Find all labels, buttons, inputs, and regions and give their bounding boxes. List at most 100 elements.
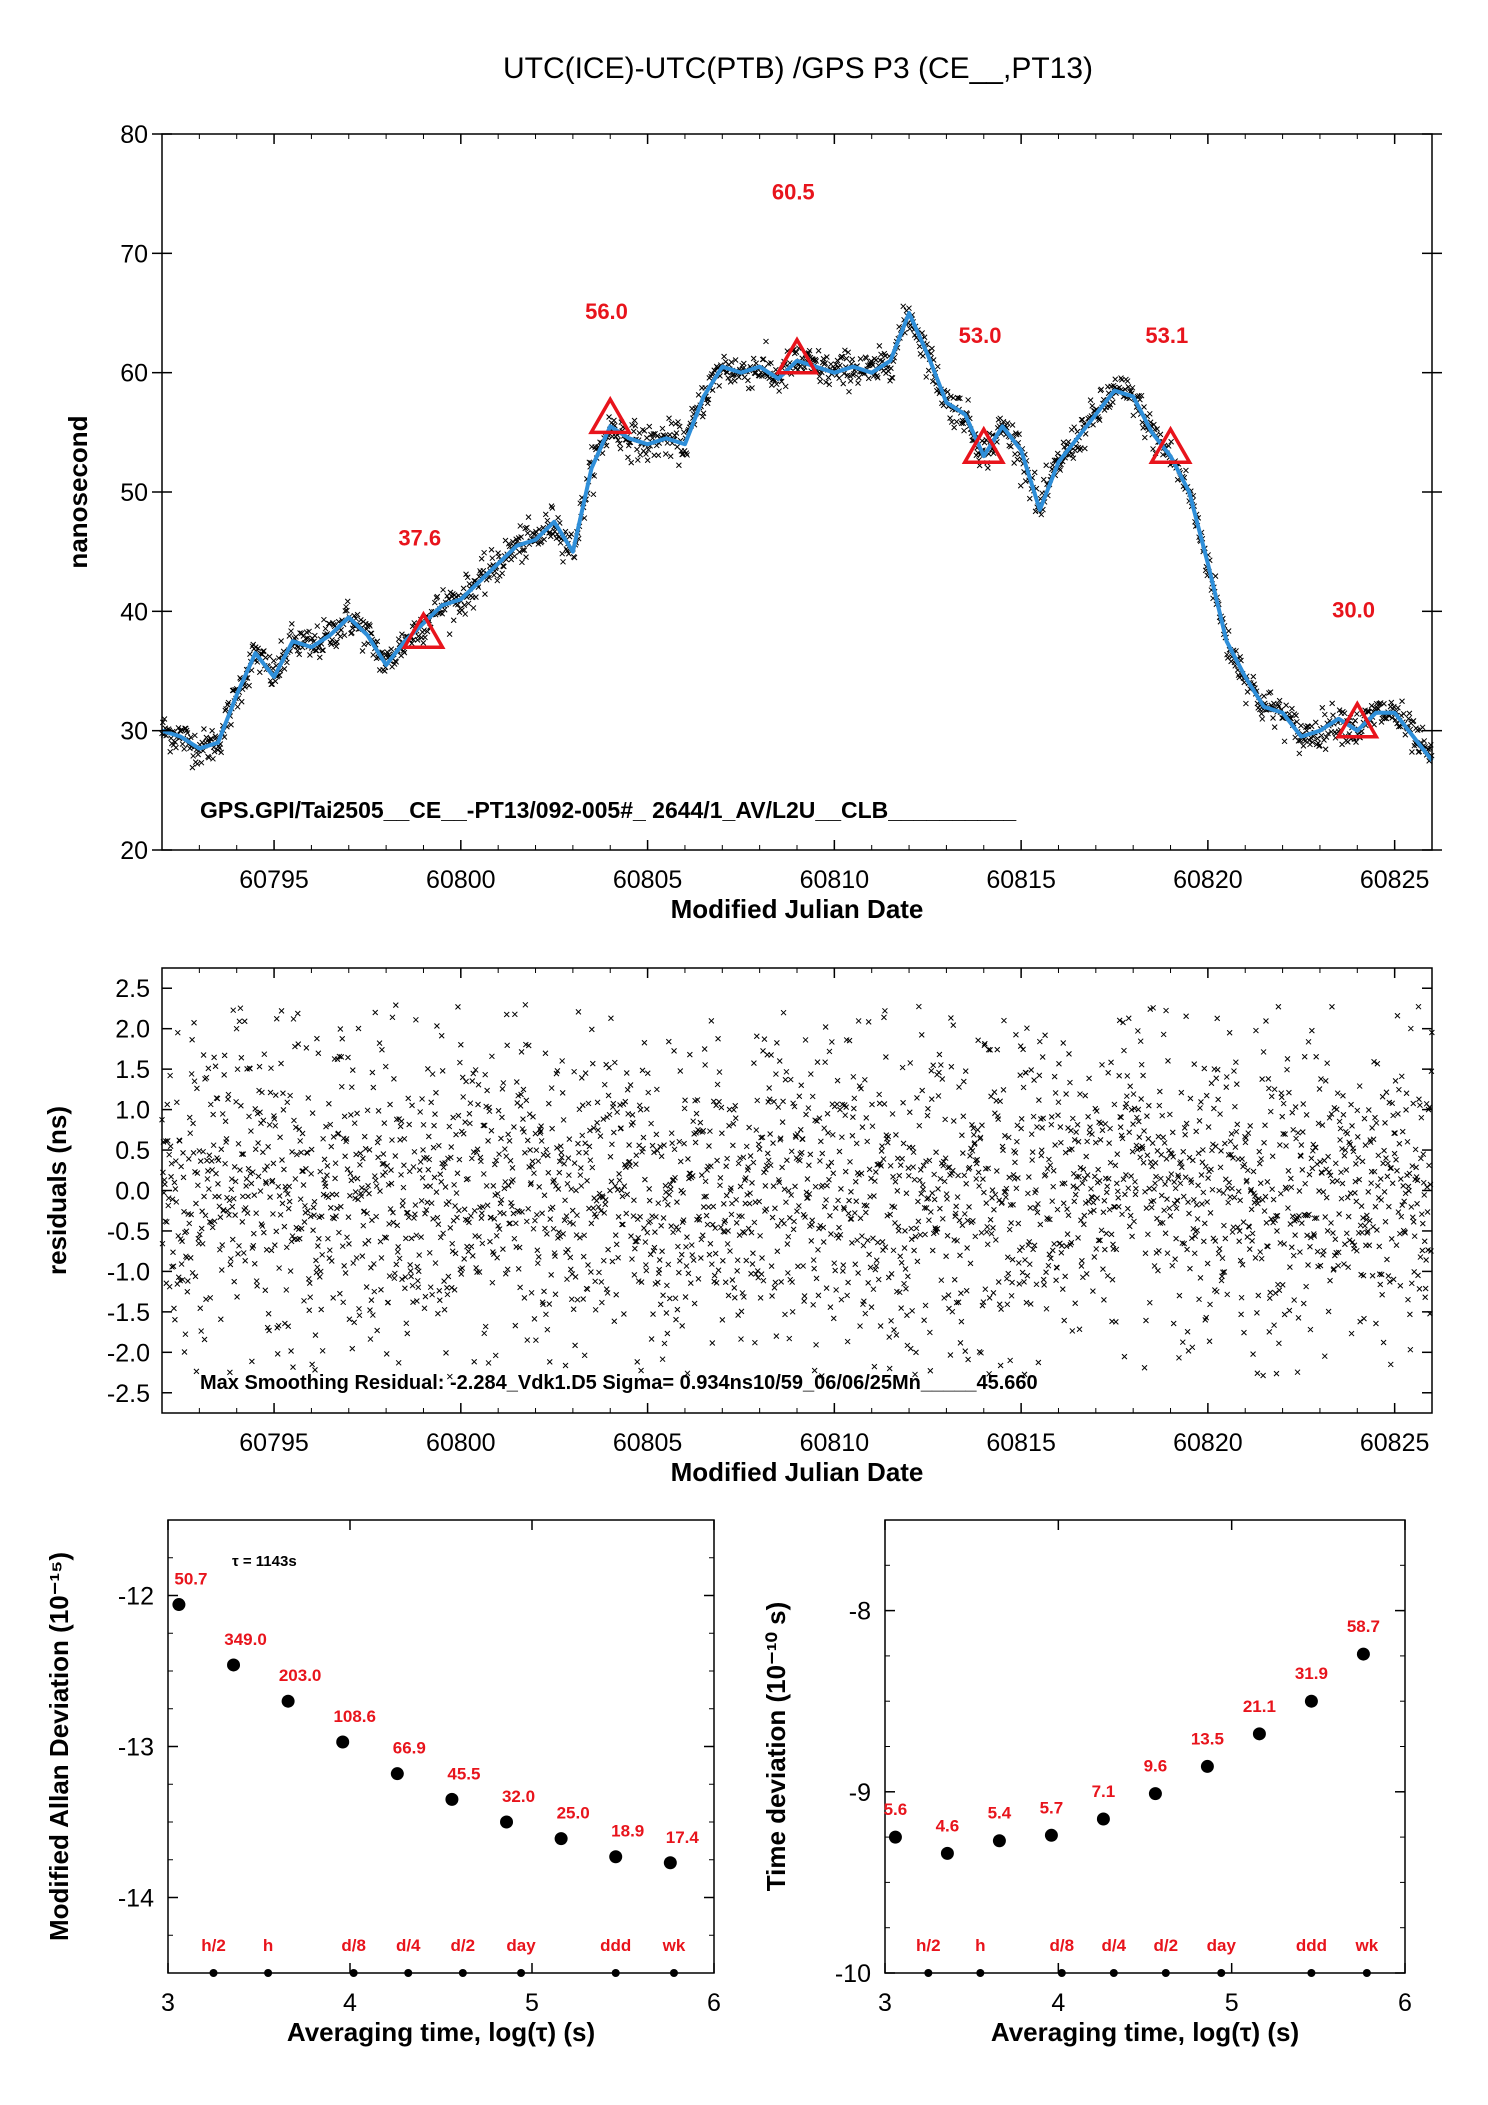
residual-point: [1248, 1186, 1255, 1193]
residual-point: [276, 1265, 282, 1271]
data-point: [1079, 416, 1086, 423]
residual-point: [910, 1164, 916, 1170]
residual-point: [816, 1225, 822, 1232]
residual-point: [189, 1036, 195, 1043]
residual-point: [1015, 1260, 1022, 1266]
data-point: [947, 415, 953, 421]
residual-point: [366, 1190, 372, 1197]
residual-point: [1168, 1171, 1175, 1177]
residual-point: [1130, 1121, 1136, 1128]
residual-point: [480, 1122, 487, 1129]
data-point: [1341, 710, 1348, 717]
residual-point: [1316, 1086, 1323, 1092]
residual-point: [870, 1235, 876, 1242]
residual-point: [1257, 1249, 1264, 1255]
residual-point: [314, 1035, 320, 1042]
data-point: [344, 607, 350, 614]
residual-point: [664, 1282, 670, 1289]
data-point: [1375, 706, 1382, 712]
residual-point: [563, 1249, 569, 1256]
residual-point: [1081, 1175, 1088, 1182]
residual-point: [674, 1199, 680, 1206]
interval-marker-label: d/4: [396, 1936, 421, 1955]
residual-point: [383, 1235, 390, 1241]
residual-point: [1095, 1166, 1102, 1173]
interval-marker: [1217, 1969, 1226, 1977]
residual-point: [257, 1109, 263, 1116]
residual-point: [730, 1142, 736, 1149]
residual-point: [990, 1225, 996, 1231]
residual-point: [621, 1311, 627, 1317]
data-point: [1258, 710, 1265, 717]
residual-point: [509, 1203, 515, 1210]
residual-point: [939, 1076, 946, 1082]
residual-point: [218, 1267, 225, 1273]
residual-point: [1353, 1247, 1360, 1254]
residual-point: [991, 1089, 998, 1095]
residual-point: [625, 1110, 632, 1117]
residual-point: [440, 1230, 446, 1237]
residual-point: [253, 1210, 260, 1217]
residual-point: [1091, 1173, 1098, 1180]
residual-point: [166, 1283, 173, 1290]
data-point: [542, 511, 549, 518]
residual-point: [590, 1205, 597, 1211]
residual-point: [1127, 1083, 1134, 1090]
y-tick-label: -1.0: [107, 1258, 150, 1286]
residual-point: [875, 1161, 882, 1168]
residual-point: [822, 1024, 829, 1030]
residual-point: [316, 1274, 323, 1280]
residual-point: [489, 1279, 496, 1286]
residual-point: [386, 1221, 392, 1227]
residual-point: [312, 1332, 319, 1338]
residual-point: [487, 1238, 493, 1245]
residual-point: [1320, 1247, 1327, 1254]
residual-point: [1193, 1202, 1200, 1208]
residual-point: [446, 1123, 453, 1130]
residual-point: [283, 1287, 290, 1293]
residual-point: [555, 1229, 562, 1236]
residual-point: [388, 1167, 394, 1173]
residual-point: [491, 1216, 498, 1222]
residual-point: [693, 1129, 699, 1136]
residual-point: [692, 1139, 699, 1146]
residual-point: [505, 1131, 512, 1138]
residual-point: [1396, 1140, 1403, 1147]
residual-point: [1332, 1160, 1339, 1167]
residual-point: [299, 1130, 306, 1137]
residual-point: [439, 1068, 446, 1074]
residual-point: [770, 1183, 777, 1189]
data-point: [354, 611, 361, 618]
residual-point: [361, 1133, 368, 1140]
marker-value-label: 30.0: [1332, 597, 1375, 622]
residual-point: [579, 1102, 586, 1109]
residual-point: [544, 1152, 551, 1159]
residual-point: [1317, 1159, 1323, 1165]
residual-point: [1018, 1125, 1025, 1132]
residual-point: [750, 1250, 756, 1257]
residual-point: [636, 1102, 643, 1109]
residual-point: [1359, 1158, 1366, 1165]
residual-point: [782, 1311, 788, 1318]
residual-point: [758, 1271, 765, 1277]
data-point: [923, 374, 930, 380]
residual-point: [227, 1256, 234, 1262]
residual-point: [566, 1136, 573, 1142]
residual-point: [394, 1249, 401, 1255]
interval-marker: [1161, 1969, 1170, 1977]
data-point: [480, 567, 487, 574]
y-axis-title: residuals (ns): [42, 1106, 72, 1275]
residual-point: [459, 1074, 466, 1081]
residual-point: [455, 1112, 462, 1119]
data-point: [519, 559, 525, 566]
residual-point: [1176, 1292, 1183, 1299]
residual-point: [1276, 1287, 1283, 1294]
residual-point: [1317, 1262, 1324, 1269]
residual-point: [718, 1224, 724, 1231]
data-point: [806, 347, 813, 354]
residual-point: [542, 1225, 548, 1232]
residual-point: [279, 1200, 286, 1207]
residual-point: [1191, 1061, 1198, 1068]
deviation-value-label: 13.5: [1191, 1729, 1224, 1748]
data-point: [629, 422, 635, 428]
